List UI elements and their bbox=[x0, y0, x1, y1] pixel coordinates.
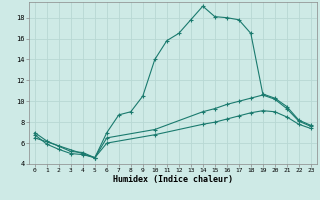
X-axis label: Humidex (Indice chaleur): Humidex (Indice chaleur) bbox=[113, 175, 233, 184]
